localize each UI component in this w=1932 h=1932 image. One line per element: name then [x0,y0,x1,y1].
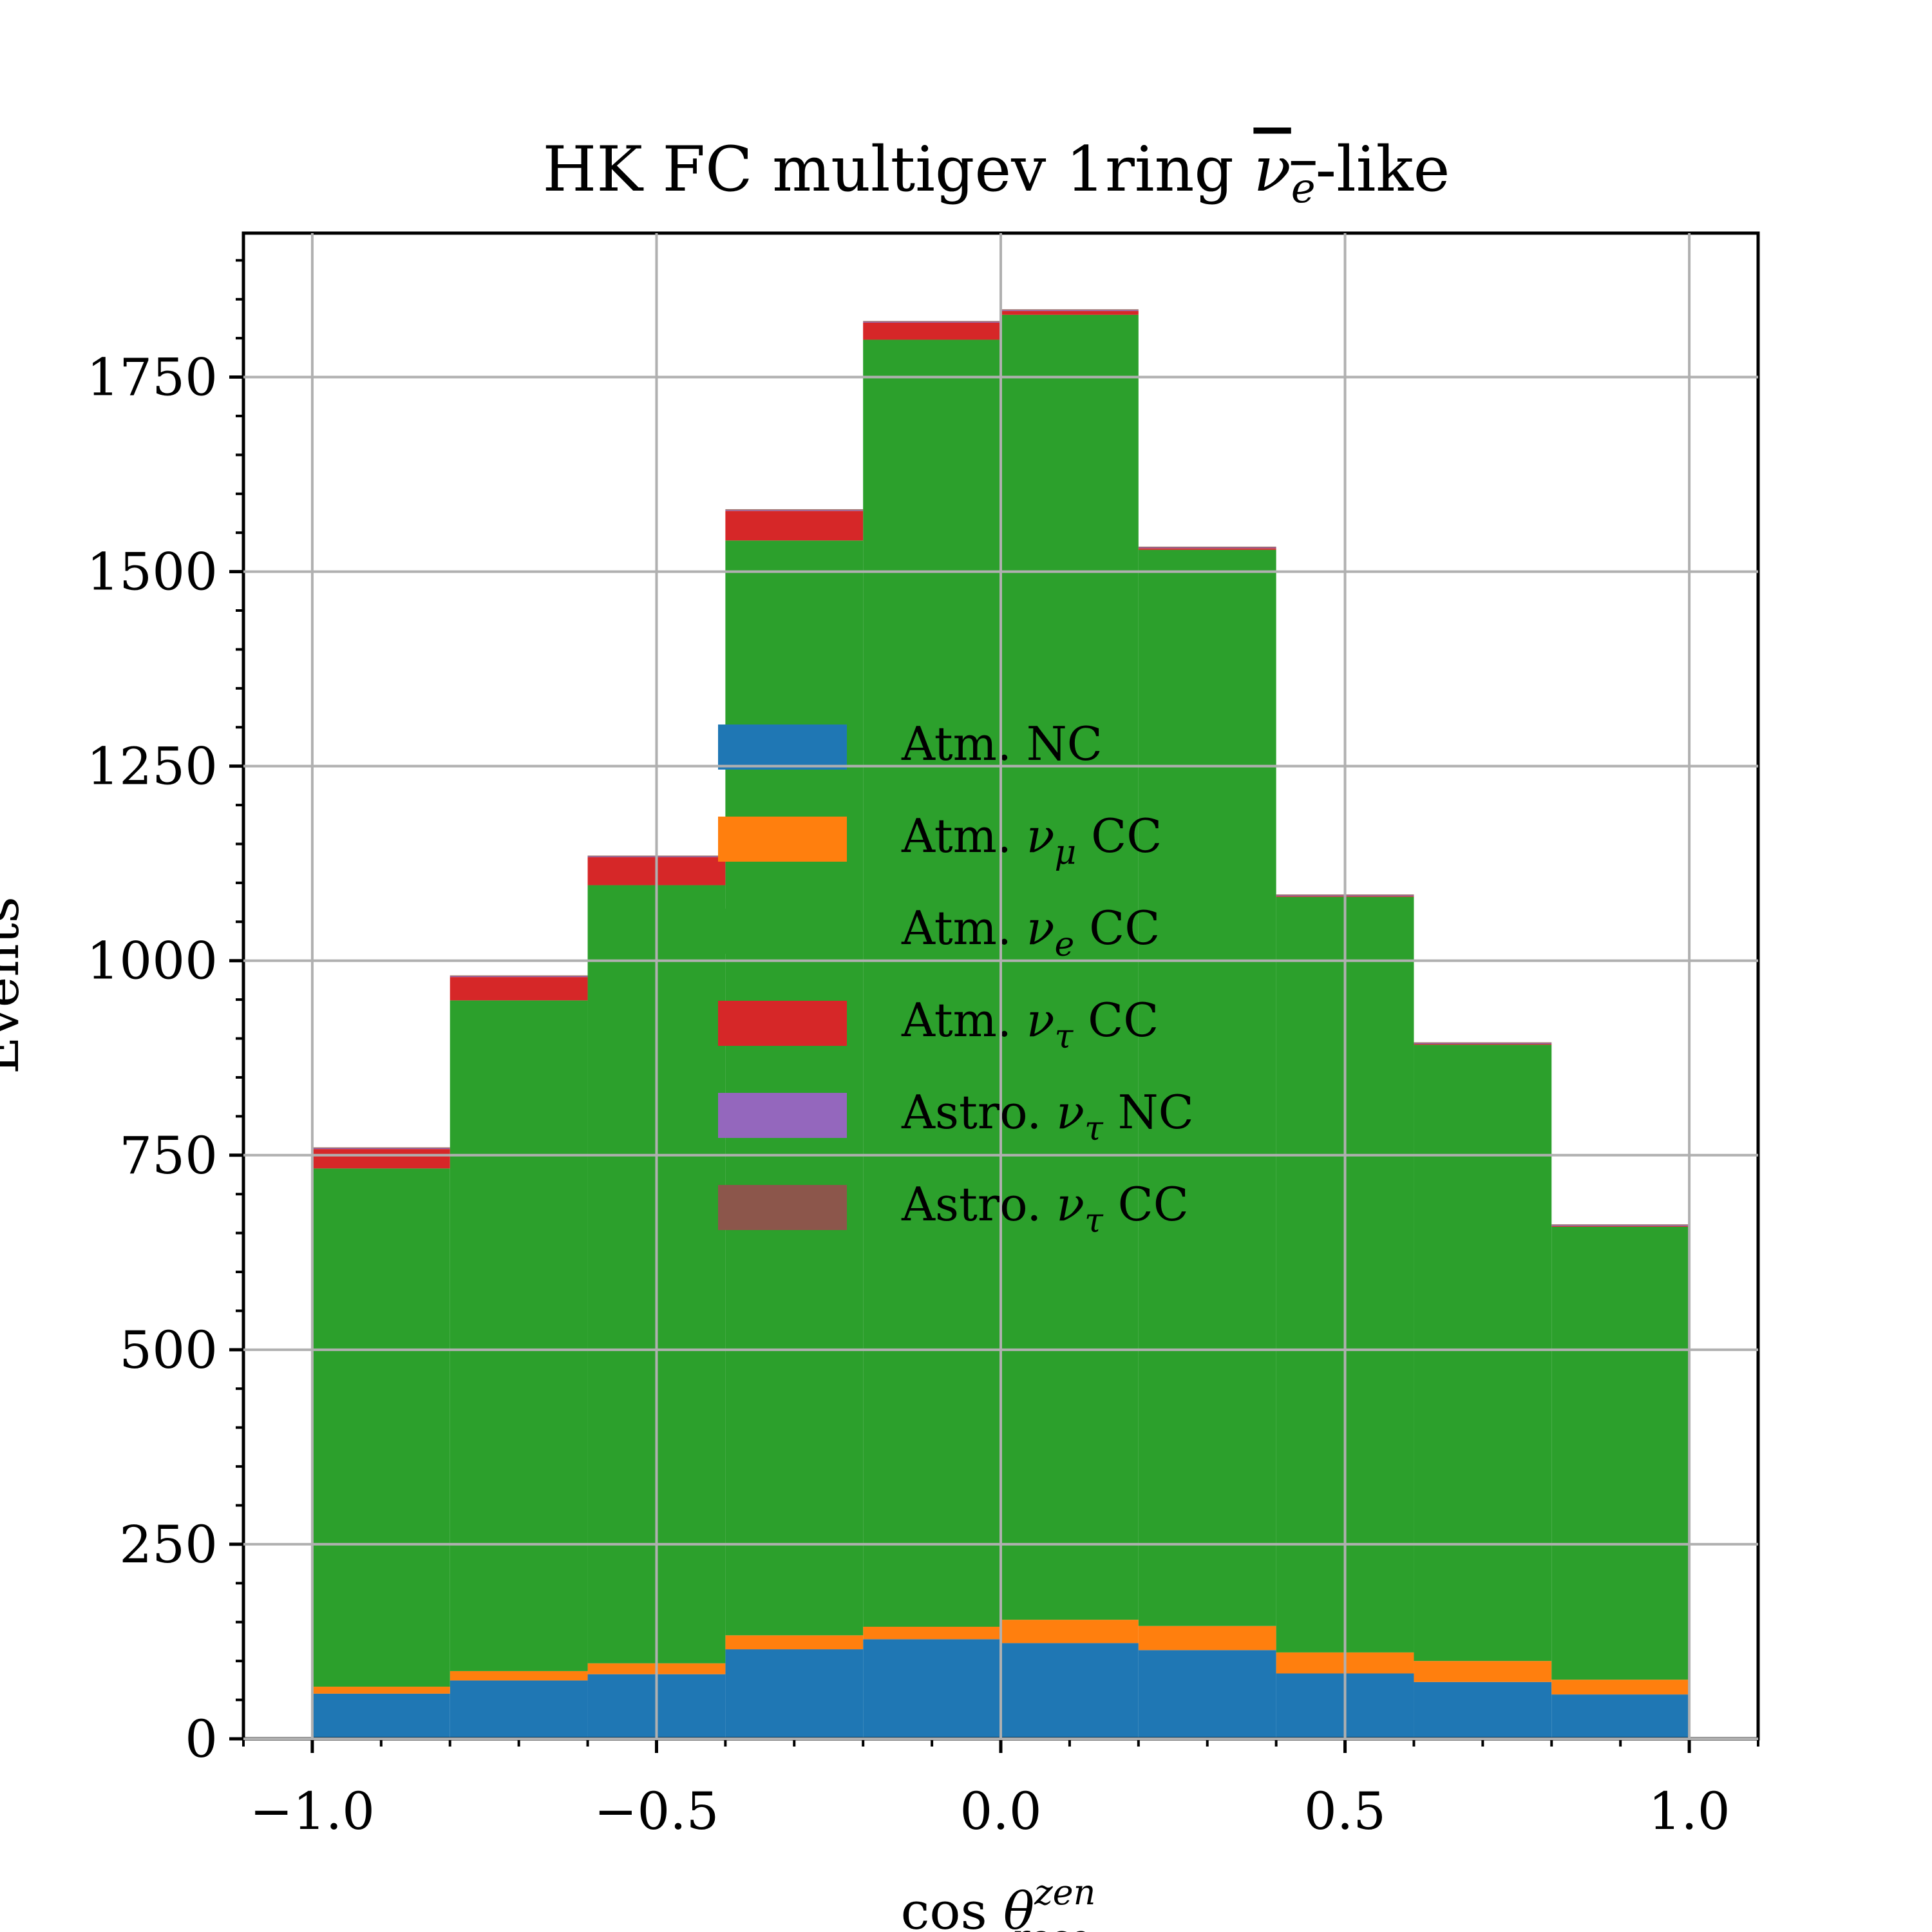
bar-series0-bin8 [1414,1681,1552,1739]
y-tick-label-6: 1500 [86,542,218,602]
bar-series2-bin6 [1138,549,1276,1626]
legend-swatch-4 [718,1093,847,1138]
bar-series4-bin0 [312,1148,450,1150]
bar-series5-bin9 [1551,1224,1690,1226]
bar-series1-bin6 [1138,1625,1276,1651]
bar-series4-bin3 [725,510,864,511]
x-tick-label-1: −0.5 [594,1781,719,1841]
bar-series3-bin8 [1414,1044,1552,1045]
bar-series5-bin3 [725,509,864,511]
bar-series2-bin0 [312,1168,450,1687]
bar-series0-bin5 [1001,1643,1139,1739]
legend-label-0: Atm. NC [901,717,1103,771]
bar-series2-bin5 [1001,314,1139,1620]
bar-series1-bin3 [725,1635,864,1650]
legend-swatch-0 [718,724,847,770]
legend-swatch-5 [718,1185,847,1230]
bar-series2-bin4 [863,339,1001,1627]
y-axis-label: Events [0,896,30,1074]
bar-series0-bin4 [863,1639,1001,1739]
y-tick-label-5: 1250 [86,737,218,797]
legend-swatch-3 [718,1001,847,1046]
bar-series4-bin4 [863,321,1001,323]
bar-series2-bin1 [450,1000,588,1671]
legend-label-2: Atm. νe CC [901,901,1160,964]
bar-series3-bin5 [1001,310,1139,315]
bar-series1-bin1 [450,1671,588,1681]
bar-series3-bin4 [863,322,1001,340]
y-tick-label-3: 750 [119,1126,218,1186]
bar-series5-bin5 [1001,309,1139,310]
bar-series3-bin1 [450,977,588,1001]
axes: −1.0 −0.5 0.0 0.5 1.0 0 250 500 750 1000 1250 1500 1… [86,231,1760,1841]
y-tick-label-4: 1000 [86,931,218,991]
bar-series2-bin8 [1414,1045,1552,1662]
bar-series3-bin0 [312,1149,450,1169]
x-tick-label-4: 1.0 [1648,1781,1730,1841]
legend: Atm. NC Atm. νμ CC Atm. νe CC Atm. ντ CC Ast… [718,717,1194,1240]
bar-series0-bin0 [312,1693,450,1739]
bar-series5-bin4 [863,321,1001,322]
grid-lines [243,233,1758,1740]
legend-label-3: Atm. ντ CC [901,993,1159,1056]
y-tick-label-7: 1750 [86,348,218,408]
legend-swatch-2 [718,909,847,954]
y-tick-label-2: 500 [119,1320,218,1380]
bar-series1-bin0 [312,1687,450,1694]
bar-series0-bin9 [1551,1694,1690,1739]
bar-series2-bin9 [1551,1226,1690,1680]
bar-series1-bin9 [1551,1680,1690,1695]
legend-label-5: Astro. ντ CC [901,1177,1189,1240]
x-tick-label-2: 0.0 [960,1781,1041,1841]
bar-series3-bin3 [725,511,864,541]
y-tick-label-1: 250 [119,1515,218,1575]
bar-series1-bin4 [863,1627,1001,1640]
bar-series3-bin6 [1138,548,1276,550]
x-tick-label-3: 0.5 [1304,1781,1386,1841]
chart-title: HK FC multigev 1ring νe-like [543,133,1450,213]
legend-swatch-1 [718,817,847,862]
x-tick-label-0: −1.0 [250,1781,375,1841]
bar-series0-bin1 [450,1680,588,1739]
bar-series1-bin8 [1414,1661,1552,1682]
bar-series2-bin3 [725,540,864,1636]
bar-series0-bin6 [1138,1650,1276,1739]
legend-label-4: Astro. ντ NC [901,1085,1194,1148]
bar-series1-bin5 [1001,1620,1139,1643]
bar-series4-bin5 [1001,310,1139,311]
legend-label-1: Atm. νμ CC [901,809,1162,872]
x-axis-label: cos θzenreco [901,1872,1096,1932]
bar-series4-bin8 [1414,1043,1552,1045]
bar-series3-bin9 [1551,1226,1690,1227]
bar-series4-bin6 [1138,547,1276,549]
bar-series4-bin1 [450,976,588,978]
y-tick-label-0: 0 [185,1709,218,1769]
bar-series0-bin3 [725,1649,864,1739]
